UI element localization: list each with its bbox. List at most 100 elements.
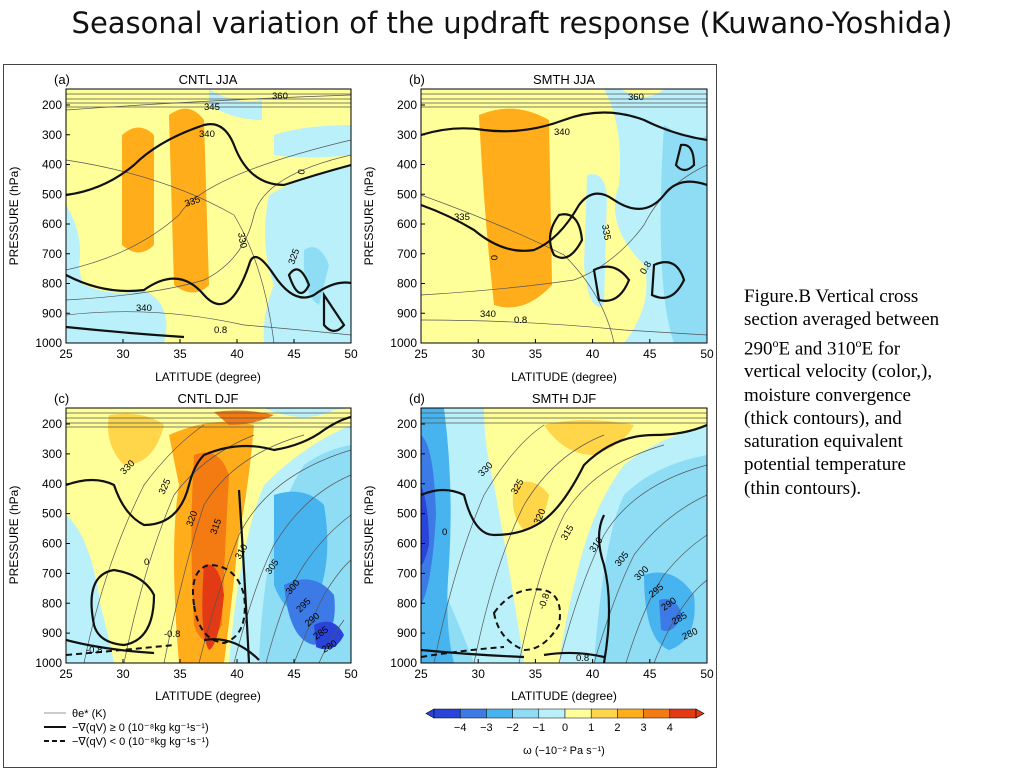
y-tick-c-300: 300 — [42, 447, 62, 461]
svg-text:360: 360 — [628, 92, 644, 103]
panel-a-contour-labels: 340 335 330 325 340 360 345 0 0.8 — [136, 91, 308, 336]
panel-c-frame — [65, 407, 352, 664]
cross-section-figure: (a) CNTL JJA 340 335 330 325 340 360 345… — [7, 72, 714, 757]
y-tick-d-400: 400 — [397, 477, 417, 491]
panel-c: (c) CNTL DJF 330 325 320 315 310 305 300… — [54, 391, 352, 664]
panel-b-frame — [420, 88, 708, 344]
colorbar-cell-7 — [617, 708, 644, 719]
colorbar-cell-2 — [486, 708, 513, 719]
panel-a-frame — [65, 88, 352, 344]
panel-d-theta-contours — [421, 412, 707, 663]
y-tick-b-900: 900 — [397, 306, 417, 320]
colorbar-tick-5: 1 — [588, 722, 594, 734]
y-tick-c-200: 200 — [42, 417, 62, 431]
legend-solid-label: −∇(qV) ≥ 0 (10⁻⁸kg kg⁻¹s⁻¹) — [72, 722, 209, 734]
y-tick-b-800: 800 — [397, 277, 417, 291]
x-tick-d-30: 30 — [472, 667, 486, 681]
y-tick-a-1000: 1000 — [35, 336, 62, 350]
x-tick-b-50: 50 — [700, 347, 714, 361]
colorbar-arrow-right — [695, 708, 705, 719]
x-tick-c-50: 50 — [344, 667, 358, 681]
y-tick-d-1000: 1000 — [390, 656, 417, 670]
x-tick-a-30: 30 — [116, 347, 130, 361]
y-axis-title-b: PRESSURE (hPa) — [362, 167, 376, 266]
svg-text:0.8: 0.8 — [214, 325, 227, 336]
y-tick-c-400: 400 — [42, 477, 62, 491]
svg-text:0: 0 — [488, 255, 499, 260]
y-tick-d-600: 600 — [397, 537, 417, 551]
caption-line-9: (thin contours). — [744, 477, 862, 499]
y-tick-d-800: 800 — [397, 596, 417, 610]
panel-d: (d) SMTH DJF 330 325 320 315 310 305 300… — [409, 391, 708, 664]
y-tick-c-800: 800 — [42, 596, 62, 610]
x-axis-title-a: LATITUDE (degree) — [155, 370, 261, 384]
y-tick-a-400: 400 — [42, 158, 62, 172]
y-tick-b-400: 400 — [397, 158, 417, 172]
panel-c-title: CNTL DJF — [178, 391, 239, 406]
x-axis-title-c: LATITUDE (degree) — [155, 689, 261, 703]
colorbar-tick-7: 3 — [641, 722, 647, 734]
colorbar-tick-0: −4 — [454, 722, 467, 734]
x-axes: 25 30 35 40 45 50 25 30 35 40 45 50 25 30 35 40 45 50 25 30… — [59, 339, 714, 681]
legend-dashed-label: −∇(qV) < 0 (10⁻⁸kg kg⁻¹s⁻¹) — [72, 736, 209, 748]
y-tick-c-500: 500 — [42, 507, 62, 521]
y-axis-title-c: PRESSURE (hPa) — [7, 486, 21, 585]
colorbar-tick-4: 0 — [562, 722, 568, 734]
x-tick-d-35: 35 — [529, 667, 543, 681]
caption-line-3: 290oE and 310oE for — [744, 335, 901, 359]
x-tick-c-35: 35 — [173, 667, 187, 681]
y-axes: 2003004005006007008009001000200300400500… — [35, 98, 425, 670]
x-tick-d-50: 50 — [700, 667, 714, 681]
caption-line-2: section averaged between — [744, 309, 940, 331]
panel-b-title: SMTH JJA — [533, 72, 595, 87]
x-tick-b-25: 25 — [414, 347, 428, 361]
colorbar — [425, 708, 705, 719]
panel-a-moisture-contours — [66, 123, 351, 339]
y-tick-b-700: 700 — [397, 247, 417, 261]
svg-text:0.8: 0.8 — [514, 315, 527, 326]
svg-text:325: 325 — [286, 247, 302, 266]
panel-c-fill — [66, 408, 351, 663]
caption-line-6: (thick contours), and — [744, 407, 902, 429]
caption-line-8: potential temperature — [744, 454, 906, 476]
svg-text:0.8: 0.8 — [576, 653, 589, 664]
panel-a: (a) CNTL JJA 340 335 330 325 340 360 345… — [54, 72, 352, 344]
svg-text:320: 320 — [184, 509, 200, 528]
svg-text:-0.8: -0.8 — [86, 645, 102, 656]
y-tick-a-500: 500 — [42, 187, 62, 201]
x-tick-c-40: 40 — [230, 667, 244, 681]
panel-c-tag: (c) — [54, 391, 69, 406]
x-tick-a-40: 40 — [230, 347, 244, 361]
figure-caption: Figure.B Vertical cross section averaged… — [744, 285, 1016, 500]
svg-text:0: 0 — [442, 527, 447, 538]
x-tick-a-50: 50 — [344, 347, 358, 361]
x-tick-a-45: 45 — [287, 347, 301, 361]
svg-text:335: 335 — [454, 212, 470, 223]
panel-d-moisture-contours — [421, 423, 707, 663]
caption-line-7: saturation equivalent — [744, 431, 903, 453]
colorbar-cell-0 — [433, 708, 461, 719]
panel-b-fill — [421, 89, 707, 343]
y-tick-d-700: 700 — [397, 566, 417, 580]
y-tick-c-900: 900 — [42, 626, 62, 640]
x-tick-b-45: 45 — [643, 347, 657, 361]
y-tick-b-1000: 1000 — [390, 336, 417, 350]
y-tick-a-900: 900 — [42, 306, 62, 320]
y-tick-c-700: 700 — [42, 566, 62, 580]
colorbar-tick-8: 4 — [667, 722, 673, 734]
y-tick-a-300: 300 — [42, 128, 62, 142]
caption-line-4: vertical velocity (color,), — [744, 361, 933, 383]
x-tick-d-45: 45 — [643, 667, 657, 681]
panel-b-moisture-contours — [421, 111, 707, 302]
panel-a-tag: (a) — [54, 72, 70, 87]
y-tick-b-500: 500 — [397, 187, 417, 201]
panel-d-moisture-negative-contours — [421, 588, 561, 658]
figure-frame: (a) CNTL JJA 340 335 330 325 340 360 345… — [3, 64, 717, 768]
panel-d-fill — [421, 408, 707, 663]
colorbar-tick-6: 2 — [614, 722, 620, 734]
x-tick-c-25: 25 — [59, 667, 73, 681]
colorbar-cell-1 — [459, 708, 487, 719]
panel-d-tag: (d) — [409, 391, 425, 406]
svg-text:315: 315 — [208, 517, 224, 536]
panel-c-moisture-contours — [66, 415, 351, 663]
